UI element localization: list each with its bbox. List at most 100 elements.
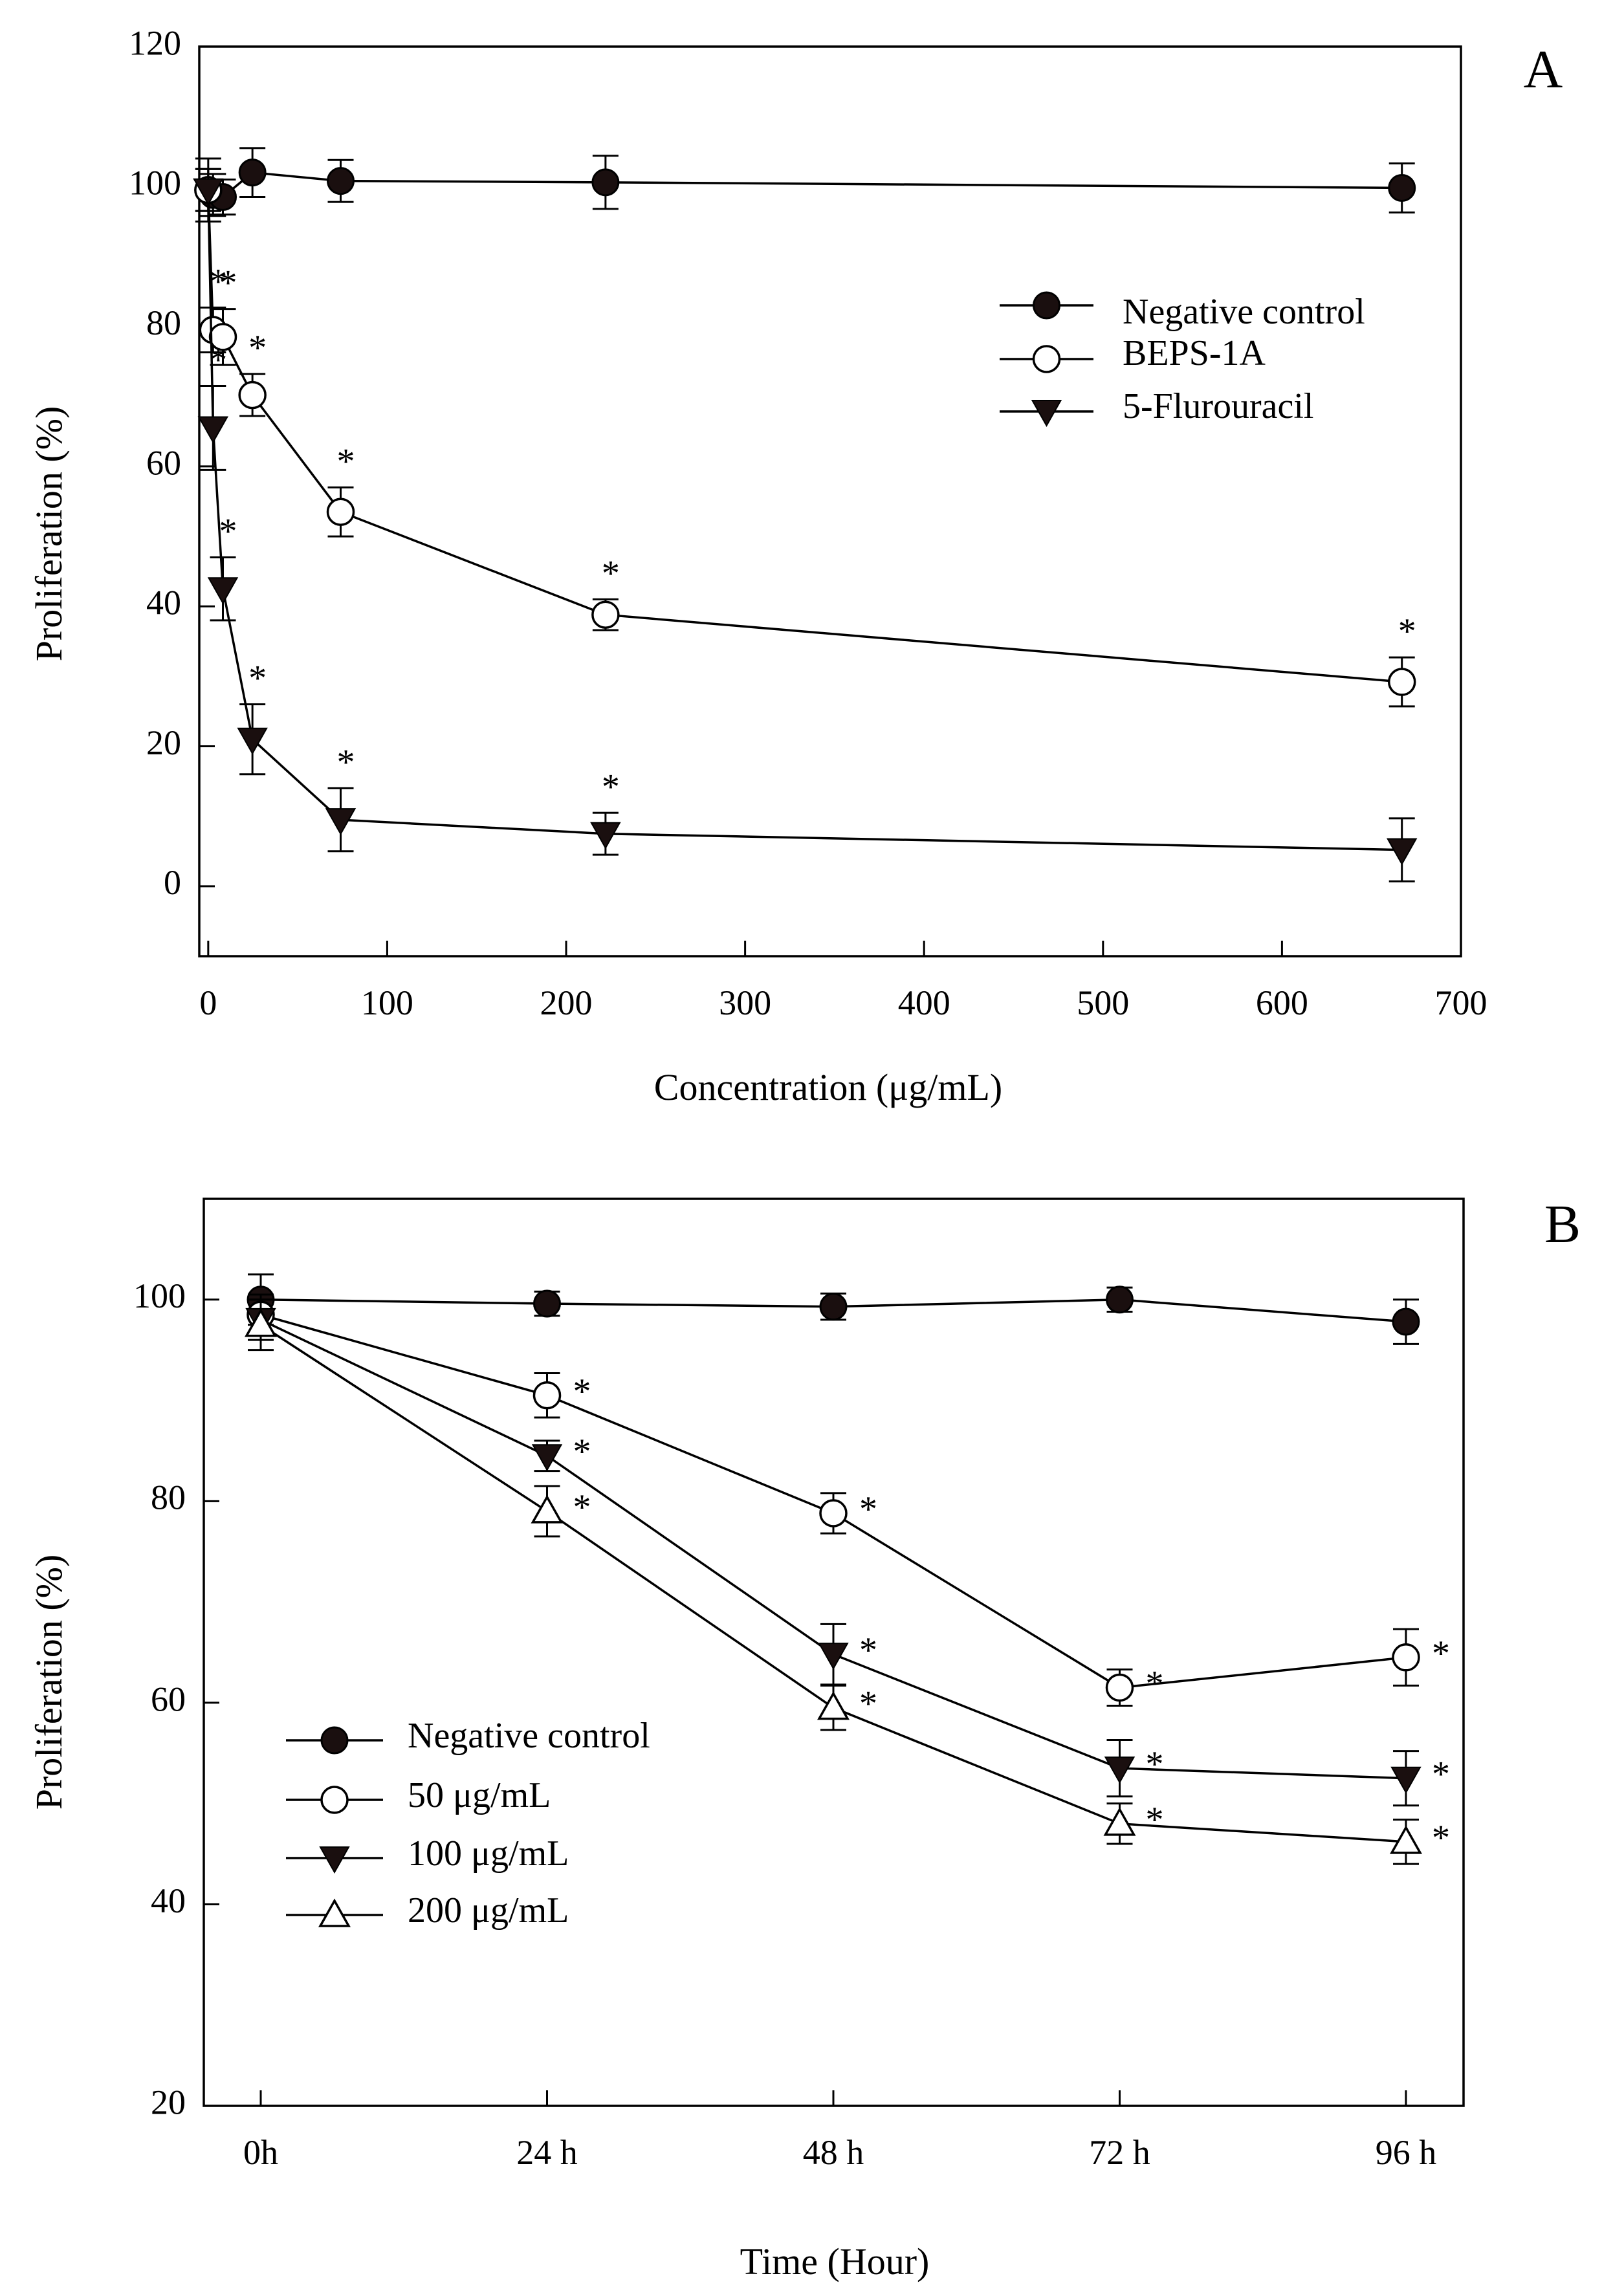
significance-asterisk: *	[602, 553, 620, 593]
data-point	[238, 159, 267, 187]
x-tick-label: 96 h	[1376, 2133, 1437, 2172]
series-beps-1a: ******	[194, 168, 1416, 708]
series-100-g-ml: * * * *	[245, 1298, 1450, 1807]
significance-asterisk: *	[248, 328, 267, 368]
panel-a-chart: A Concentration (μg/mL) Proliferation (%…	[28, 23, 1563, 1108]
x-tick-label: 24 h	[516, 2133, 578, 2172]
significance-asterisk: *	[1432, 1755, 1450, 1795]
data-point	[1104, 1756, 1136, 1784]
significance-asterisk: *	[1146, 1744, 1164, 1784]
y-tick-label: 80	[151, 1478, 186, 1517]
significance-asterisk: *	[248, 659, 267, 699]
y-tick-label: 120	[129, 23, 181, 62]
significance-asterisk: *	[602, 767, 620, 807]
data-point	[238, 380, 267, 410]
legend-marker-negative-control	[320, 1726, 349, 1755]
data-point	[532, 1381, 562, 1410]
data-point	[193, 178, 224, 206]
y-tick-label: 40	[151, 1881, 186, 1920]
panel-b-letter: B	[1544, 1194, 1581, 1254]
significance-asterisk: *	[1146, 1664, 1164, 1704]
significance-asterisk: *	[219, 512, 237, 552]
panel-b-legend-label-100-ug-ml: 100 μg/mL	[408, 1833, 569, 1874]
significance-asterisk: *	[859, 1630, 877, 1670]
legend-marker-50-g-ml	[320, 1786, 349, 1814]
y-tick-label: 20	[151, 2083, 186, 2121]
panel-a-letter: A	[1524, 39, 1563, 100]
data-point	[207, 577, 239, 605]
panel-a-legend: Negative control BEPS-1A 5-Flurouracil	[1000, 291, 1365, 428]
data-point	[208, 323, 237, 351]
series-200-g-ml: * * * *	[245, 1298, 1450, 1865]
significance-asterisk: *	[1146, 1800, 1164, 1840]
x-tick-label: 48 h	[803, 2133, 864, 2172]
x-tick-label: 0	[199, 983, 217, 1022]
data-point	[819, 1293, 848, 1321]
significance-asterisk: *	[219, 263, 237, 303]
significance-asterisk: *	[209, 340, 227, 380]
panel-b-legend-label-negative-control: Negative control	[408, 1716, 650, 1756]
x-tick-label: 700	[1435, 983, 1487, 1022]
y-tick-label: 100	[133, 1276, 186, 1315]
legend-marker-100-g-ml	[319, 1846, 350, 1874]
data-point	[1392, 1643, 1420, 1672]
panel-b-x-axis-title: Time (Hour)	[740, 2240, 930, 2282]
legend-marker-beps-1a	[1032, 345, 1061, 373]
significance-asterisk: *	[859, 1489, 877, 1529]
data-point	[1390, 1766, 1421, 1794]
data-point	[245, 1308, 277, 1337]
x-tick-label: 200	[540, 983, 593, 1022]
y-tick-label: 80	[146, 303, 181, 342]
significance-asterisk: *	[573, 1432, 591, 1472]
x-tick-label: 300	[719, 983, 771, 1022]
panel-a-legend-label-beps-1a: BEPS-1A	[1123, 333, 1266, 373]
significance-asterisk: *	[1432, 1634, 1450, 1674]
x-tick-label: 0h	[243, 2133, 278, 2172]
legend-marker-200-g-ml	[318, 1898, 351, 1927]
data-point	[818, 1643, 849, 1670]
panel-b-legend-label-200-ug-ml: 200 μg/mL	[408, 1890, 569, 1931]
series-5-flurouracil: *****	[193, 168, 1418, 882]
data-point	[1106, 1286, 1134, 1314]
data-point	[326, 498, 355, 526]
significance-asterisk: *	[1432, 1818, 1450, 1858]
panel-b-legend: Negative control 50 μg/mL 100 μg/mL 200 …	[286, 1716, 650, 1931]
data-point	[533, 1289, 561, 1318]
significance-asterisk: *	[573, 1372, 591, 1412]
data-point	[531, 1494, 564, 1524]
x-tick-label: 500	[1077, 983, 1129, 1022]
x-tick-label: 100	[361, 983, 413, 1022]
data-point	[1388, 173, 1416, 202]
data-point	[1105, 1673, 1134, 1702]
panel-a-y-axis-title: Proliferation (%)	[28, 406, 70, 662]
legend-marker-5-flurouracil	[1031, 400, 1062, 428]
data-point	[591, 168, 620, 197]
y-tick-label: 60	[151, 1680, 186, 1718]
panel-b-chart: B Time (Hour) Proliferation (%) Negative…	[28, 1194, 1581, 2282]
data-point	[591, 600, 620, 629]
panel-a-x-axis-title: Concentration (μg/mL)	[654, 1066, 1002, 1108]
y-tick-label: 100	[129, 164, 181, 202]
significance-asterisk: *	[209, 261, 227, 301]
data-point	[325, 808, 357, 836]
legend-marker-negative-control	[1033, 291, 1060, 320]
plot-frame	[198, 45, 1462, 957]
significance-asterisk: *	[573, 1487, 591, 1527]
significance-asterisk: *	[337, 441, 355, 481]
panel-b-legend-label-50-ug-ml: 50 μg/mL	[408, 1775, 551, 1815]
y-tick-label: 20	[146, 723, 181, 762]
data-point	[1103, 1807, 1136, 1836]
data-point	[1390, 1825, 1422, 1854]
x-tick-label: 400	[898, 983, 950, 1022]
y-tick-label: 40	[146, 584, 181, 622]
data-point	[1387, 668, 1416, 696]
y-tick-label: 0	[164, 863, 181, 902]
panel-b-y-axis-title: Proliferation (%)	[28, 1555, 70, 1810]
significance-asterisk: *	[859, 1684, 877, 1724]
data-point	[817, 1691, 850, 1720]
data-point	[237, 727, 268, 755]
data-point	[1387, 838, 1418, 866]
x-tick-label: 72 h	[1089, 2133, 1150, 2172]
x-tick-label: 600	[1256, 983, 1308, 1022]
